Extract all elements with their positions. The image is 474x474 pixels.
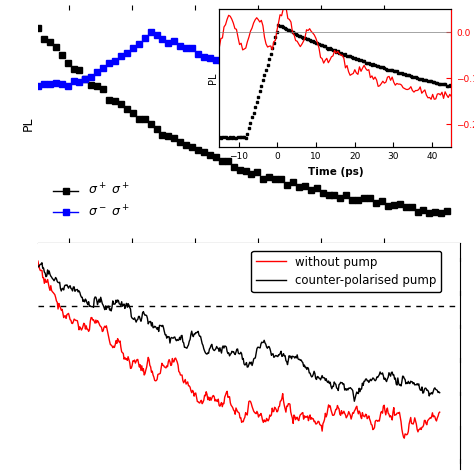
counter-polarised pump <box>429 390 435 395</box>
counter-polarised pump <box>35 264 41 269</box>
$\sigma^+ \ \sigma^+$ <box>130 110 136 116</box>
$\sigma^+ \ \sigma^+$ <box>385 203 391 209</box>
Line: $\sigma^- \ \sigma^+$: $\sigma^- \ \sigma^+$ <box>35 29 450 135</box>
Y-axis label: PL: PL <box>22 117 35 131</box>
$\sigma^- \ \sigma^+$ <box>391 117 397 122</box>
$\sigma^- \ \sigma^+$ <box>89 74 94 80</box>
Legend: $\sigma^+\ \sigma^+$, $\sigma^-\ \sigma^+$: $\sigma^+\ \sigma^+$, $\sigma^-\ \sigma^… <box>48 178 136 225</box>
counter-polarised pump <box>39 260 45 265</box>
$\sigma^+ \ \sigma^+$ <box>261 176 266 182</box>
Line: $\sigma^+ \ \sigma^+$: $\sigma^+ \ \sigma^+$ <box>35 25 450 216</box>
counter-polarised pump <box>352 399 357 404</box>
$\sigma^- \ \sigma^+$ <box>444 126 450 132</box>
counter-polarised pump <box>366 380 372 385</box>
$\sigma^+ \ \sigma^+$ <box>160 132 165 137</box>
$\sigma^- \ \sigma^+$ <box>266 77 272 83</box>
$\sigma^- \ \sigma^+$ <box>130 45 136 50</box>
$\sigma^+ \ \sigma^+$ <box>379 199 385 204</box>
counter-polarised pump <box>275 354 281 359</box>
counter-polarised pump <box>437 390 443 396</box>
$\sigma^- \ \sigma^+$ <box>165 40 171 46</box>
$\sigma^+ \ \sigma^+$ <box>444 208 450 214</box>
$\sigma^- \ \sigma^+$ <box>35 83 41 89</box>
$\sigma^+ \ \sigma^+$ <box>89 82 94 88</box>
Legend: without pump, counter-polarised pump: without pump, counter-polarised pump <box>251 251 441 292</box>
Line: counter-polarised pump: counter-polarised pump <box>38 263 440 401</box>
Line: without pump: without pump <box>38 261 440 438</box>
$\sigma^- \ \sigma^+$ <box>148 29 154 35</box>
without pump <box>437 410 443 415</box>
counter-polarised pump <box>253 351 259 356</box>
$\sigma^+ \ \sigma^+$ <box>427 210 432 216</box>
without pump <box>365 416 370 421</box>
without pump <box>253 410 258 416</box>
without pump <box>428 416 434 421</box>
without pump <box>226 394 232 400</box>
$\sigma^- \ \sigma^+$ <box>213 57 219 63</box>
without pump <box>35 258 41 264</box>
counter-polarised pump <box>229 348 235 354</box>
without pump <box>274 409 280 415</box>
counter-polarised pump <box>227 353 232 359</box>
X-axis label: Time (ps): Time (ps) <box>219 263 278 276</box>
$\sigma^- \ \sigma^+$ <box>438 129 444 135</box>
without pump <box>228 402 234 408</box>
without pump <box>401 435 407 441</box>
$\sigma^+ \ \sigma^+$ <box>35 25 41 31</box>
